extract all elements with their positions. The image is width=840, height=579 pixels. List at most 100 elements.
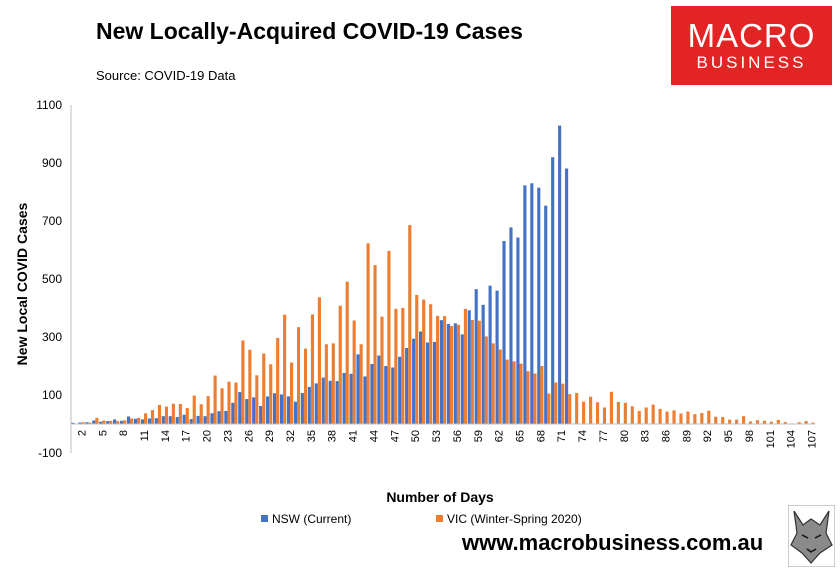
bar-nsw bbox=[231, 402, 235, 424]
bar-nsw bbox=[446, 323, 450, 424]
bar-vic bbox=[185, 408, 189, 424]
bar-vic bbox=[505, 359, 509, 424]
bar-nsw bbox=[99, 421, 103, 424]
bar-vic bbox=[797, 422, 801, 424]
bar-nsw bbox=[405, 348, 409, 424]
bar-vic bbox=[255, 375, 259, 424]
bar-vic bbox=[783, 421, 787, 424]
x-tick-label: 53 bbox=[431, 430, 443, 442]
bar-vic bbox=[540, 366, 544, 424]
bar-nsw bbox=[530, 183, 534, 424]
bar-vic bbox=[422, 299, 426, 424]
bar-vic bbox=[380, 316, 384, 424]
x-tick-label: 23 bbox=[222, 430, 234, 442]
bar-vic bbox=[470, 319, 474, 424]
bar-vic bbox=[150, 410, 155, 424]
x-axis-title: Number of Days bbox=[386, 489, 494, 505]
bar-vic bbox=[324, 344, 328, 424]
bar-vic bbox=[262, 353, 266, 424]
x-tick-label: 83 bbox=[640, 430, 652, 442]
bar-vic bbox=[88, 422, 92, 424]
bar-nsw bbox=[509, 227, 513, 424]
x-tick-label: 101 bbox=[765, 430, 777, 448]
bar-nsw bbox=[154, 418, 158, 424]
y-tick-label: 300 bbox=[42, 330, 62, 344]
bar-vic bbox=[561, 383, 565, 424]
bar-vic bbox=[477, 320, 481, 424]
bar-vic bbox=[568, 394, 572, 424]
bar-vic bbox=[366, 243, 370, 424]
bar-vic bbox=[491, 343, 495, 424]
bar-nsw bbox=[182, 414, 186, 424]
bar-nsw bbox=[349, 373, 353, 424]
bar-vic bbox=[498, 349, 502, 424]
bar-vic bbox=[359, 344, 363, 424]
x-tick-label: 35 bbox=[306, 430, 318, 442]
bar-vic bbox=[630, 406, 634, 424]
y-tick-label: 100 bbox=[42, 388, 62, 402]
chart-source: Source: COVID-19 Data bbox=[96, 68, 236, 83]
chart-title: New Locally-Acquired COVID-19 Cases bbox=[96, 18, 523, 44]
y-axis-title: New Local COVID Cases bbox=[14, 202, 30, 365]
bar-vic bbox=[109, 420, 113, 424]
bar-vic bbox=[609, 391, 614, 424]
x-tick-label: 62 bbox=[494, 430, 506, 442]
bar-vic bbox=[762, 420, 766, 424]
bar-nsw bbox=[384, 366, 388, 424]
macrobusiness-logo: MACRO BUSINESS bbox=[671, 6, 832, 85]
x-tick-label: 71 bbox=[556, 430, 568, 442]
bar-vic bbox=[484, 336, 488, 424]
bar-vic bbox=[338, 305, 342, 424]
x-tick-label: 47 bbox=[389, 430, 401, 442]
bar-nsw bbox=[425, 342, 430, 424]
bar-nsw bbox=[363, 376, 367, 424]
bar-vic bbox=[206, 396, 210, 424]
bar-vic bbox=[741, 416, 746, 424]
bar-vic bbox=[637, 410, 641, 424]
bar-vic bbox=[227, 381, 231, 424]
bar-vic bbox=[748, 421, 753, 424]
bar-vic bbox=[269, 364, 273, 424]
bar-nsw bbox=[335, 381, 339, 424]
bar-vic bbox=[644, 407, 648, 424]
bar-vic bbox=[804, 421, 808, 424]
bar-vic bbox=[213, 375, 217, 424]
bar-nsw bbox=[238, 392, 242, 424]
x-tick-label: 8 bbox=[118, 430, 130, 436]
bar-vic bbox=[130, 418, 134, 424]
bar-nsw bbox=[113, 419, 117, 424]
bar-vic bbox=[769, 421, 773, 424]
bar-vic bbox=[234, 382, 238, 424]
bar-nsw bbox=[460, 334, 464, 424]
legend-swatch-nsw bbox=[261, 515, 268, 522]
bar-nsw bbox=[161, 416, 165, 424]
bar-nsw bbox=[133, 418, 138, 424]
bar-nsw bbox=[419, 331, 423, 424]
wolf-logo-icon bbox=[788, 505, 835, 567]
bar-vic bbox=[582, 401, 586, 424]
x-tick-label: 11 bbox=[139, 430, 151, 441]
bar-nsw bbox=[252, 397, 256, 424]
x-tick-label: 14 bbox=[160, 430, 172, 442]
x-tick-label: 41 bbox=[348, 430, 360, 442]
bar-vic bbox=[276, 337, 280, 424]
y-tick-label: 700 bbox=[42, 214, 62, 228]
x-tick-label: 20 bbox=[202, 430, 214, 442]
bar-nsw bbox=[259, 406, 263, 424]
logo-business-text: BUSINESS bbox=[696, 53, 807, 72]
bar-vic bbox=[519, 363, 523, 424]
bar-nsw bbox=[126, 416, 131, 424]
bar-nsw bbox=[175, 417, 179, 424]
bar-vic bbox=[178, 403, 182, 424]
bar-nsw bbox=[217, 411, 221, 424]
bar-vic bbox=[373, 265, 377, 424]
bar-nsw bbox=[203, 416, 207, 424]
bar-nsw bbox=[85, 422, 89, 424]
x-tick-label: 95 bbox=[723, 430, 735, 442]
bar-nsw bbox=[412, 338, 416, 424]
bar-vic bbox=[310, 314, 315, 424]
bar-vic bbox=[290, 362, 294, 424]
bar-nsw bbox=[279, 394, 284, 424]
bar-vic bbox=[352, 320, 356, 424]
bar-vic bbox=[714, 416, 718, 424]
